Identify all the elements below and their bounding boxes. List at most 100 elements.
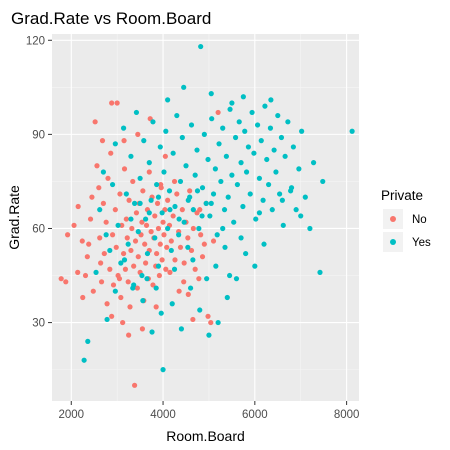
data-point-no [197,207,203,213]
data-point-yes [298,213,304,219]
data-point-no [134,285,140,291]
data-point-no [168,238,174,244]
data-point-yes [260,197,266,203]
data-point-no [165,197,171,203]
data-point-yes [170,150,176,156]
data-point-no [152,213,158,219]
data-point-yes [197,307,203,313]
data-point-no [112,207,118,213]
data-point-no [63,279,69,285]
data-point-yes [227,106,233,112]
data-point-no [143,222,150,228]
data-point-no [187,188,193,194]
data-point-yes [128,216,134,222]
data-point-yes [120,125,127,131]
data-point-yes [208,91,214,97]
data-point-yes [161,169,167,175]
data-point-yes [243,169,250,175]
data-point-yes [166,188,173,194]
data-point-no [188,247,195,254]
data-point-yes [220,225,226,232]
data-point-yes [181,219,187,225]
data-point-yes [140,298,146,304]
chart-title: Grad.Rate vs Room.Board [11,9,211,28]
data-point-no [114,100,120,106]
data-point-yes [109,181,116,188]
data-point-yes [214,232,220,238]
data-point-yes [155,194,162,200]
data-point-yes [253,216,259,222]
data-point-no [79,238,85,244]
data-point-no [109,100,115,106]
data-point-no [126,197,132,203]
data-point-no [120,250,127,257]
data-point-yes [243,250,249,257]
data-point-yes [208,200,214,206]
data-point-no [108,150,114,156]
data-point-yes [121,257,128,263]
data-point-yes [139,272,145,279]
data-point-no [58,276,64,282]
data-point-yes [185,197,191,203]
data-point-no [127,304,133,310]
data-point-no [87,216,94,222]
data-point-yes [168,247,174,254]
data-point-yes [112,288,118,294]
data-point-no [109,232,116,238]
data-point-yes [107,247,113,254]
data-point-no [190,225,196,232]
data-point-yes [223,153,229,159]
data-point-no [192,266,198,272]
data-point-no [86,241,92,247]
data-point-no [99,138,106,144]
data-point-yes [226,272,233,279]
data-point-no [190,316,196,323]
data-point-no [119,222,125,228]
data-point-no [105,175,111,181]
data-point-yes [224,294,230,301]
data-point-yes [174,112,180,119]
y-tick-label: 120 [26,35,45,47]
data-point-yes [201,131,207,137]
y-axis-ticks: 30 60 90 120 [26,35,52,330]
data-point-yes [144,276,150,282]
data-point-no [215,109,221,116]
data-point-no [181,279,187,285]
data-point-no [142,241,148,247]
data-point-no [170,213,176,219]
data-point-yes [118,260,124,266]
legend: Private No Yes [381,188,431,252]
data-point-yes [209,116,215,122]
data-point-no [159,257,165,263]
data-point-yes [240,203,246,210]
data-point-no [97,235,103,241]
data-point-yes [221,207,228,213]
data-point-no [107,266,113,272]
legend-label-no: No [412,214,427,226]
data-point-no [113,244,119,250]
data-point-no [172,257,178,263]
data-point-yes [179,134,185,141]
data-point-yes [199,185,206,191]
data-point-no [82,272,89,279]
data-point-yes [258,138,264,144]
data-point-yes [213,263,219,269]
data-point-no [124,235,130,241]
data-point-yes [183,163,189,169]
data-point-no [109,313,115,319]
data-point-yes [266,181,272,188]
data-point-no [122,266,129,272]
data-point-no [100,200,106,206]
data-point-yes [171,266,178,272]
data-point-no [140,188,146,194]
data-point-yes [176,232,182,238]
data-point-yes [349,128,355,134]
data-point-yes [125,241,131,247]
x-axis-ticks: 2000 4000 6000 8000 [58,401,359,421]
data-point-no [128,247,134,254]
data-point-yes [268,97,274,103]
data-point-yes [199,213,205,219]
data-point-yes [233,276,240,282]
data-point-yes [225,194,231,200]
data-point-yes [178,326,185,332]
